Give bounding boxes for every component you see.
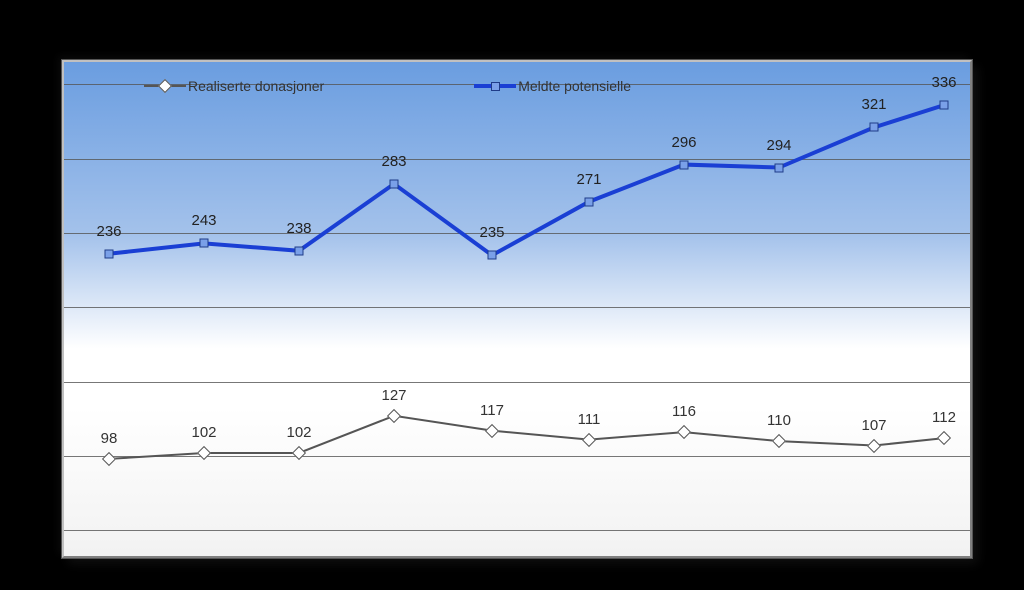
legend: Realiserte donasjoner Meldte potensielle	[144, 78, 631, 94]
chart-frame: 98 102 102 127 117 111 116 110 107 112 236 243 238 28…	[62, 60, 972, 558]
data-label-meldte: 321	[861, 96, 886, 113]
legend-item-realiserte: Realiserte donasjoner	[144, 78, 324, 94]
data-label-realiserte: 102	[286, 424, 311, 441]
data-label-meldte: 336	[931, 74, 956, 91]
series-line-realiserte	[109, 416, 944, 459]
legend-item-meldte: Meldte potensielle	[474, 78, 631, 94]
marker-meldte	[870, 123, 879, 132]
marker-meldte	[940, 101, 949, 110]
data-label-meldte: 283	[381, 153, 406, 170]
marker-meldte	[390, 179, 399, 188]
data-label-meldte: 243	[191, 212, 216, 229]
marker-meldte	[105, 249, 114, 258]
marker-meldte	[680, 160, 689, 169]
data-label-meldte: 294	[766, 137, 791, 154]
marker-meldte	[775, 163, 784, 172]
data-label-realiserte: 116	[672, 403, 696, 420]
series-line-meldte	[109, 105, 944, 255]
data-label-meldte: 271	[576, 171, 601, 188]
data-label-meldte: 238	[286, 220, 311, 237]
marker-meldte	[295, 246, 304, 255]
marker-meldte	[488, 251, 497, 260]
marker-meldte	[585, 197, 594, 206]
legend-swatch-realiserte	[144, 79, 186, 93]
data-label-realiserte: 117	[480, 402, 504, 419]
data-label-realiserte: 127	[381, 387, 406, 404]
data-label-realiserte: 112	[932, 409, 956, 426]
series-lines	[64, 62, 974, 560]
legend-label-meldte: Meldte potensielle	[518, 78, 631, 94]
data-label-realiserte: 111	[578, 411, 601, 428]
data-label-realiserte: 102	[191, 424, 216, 441]
data-label-meldte: 235	[479, 224, 504, 241]
legend-swatch-meldte	[474, 79, 516, 93]
data-label-realiserte: 110	[767, 412, 791, 429]
data-label-realiserte: 98	[101, 430, 118, 447]
data-label-realiserte: 107	[861, 417, 886, 434]
data-label-meldte: 296	[671, 134, 696, 151]
data-label-meldte: 236	[96, 223, 121, 240]
marker-meldte	[200, 239, 209, 248]
plot-area: 98 102 102 127 117 111 116 110 107 112 236 243 238 28…	[64, 62, 970, 556]
legend-label-realiserte: Realiserte donasjoner	[188, 78, 324, 94]
